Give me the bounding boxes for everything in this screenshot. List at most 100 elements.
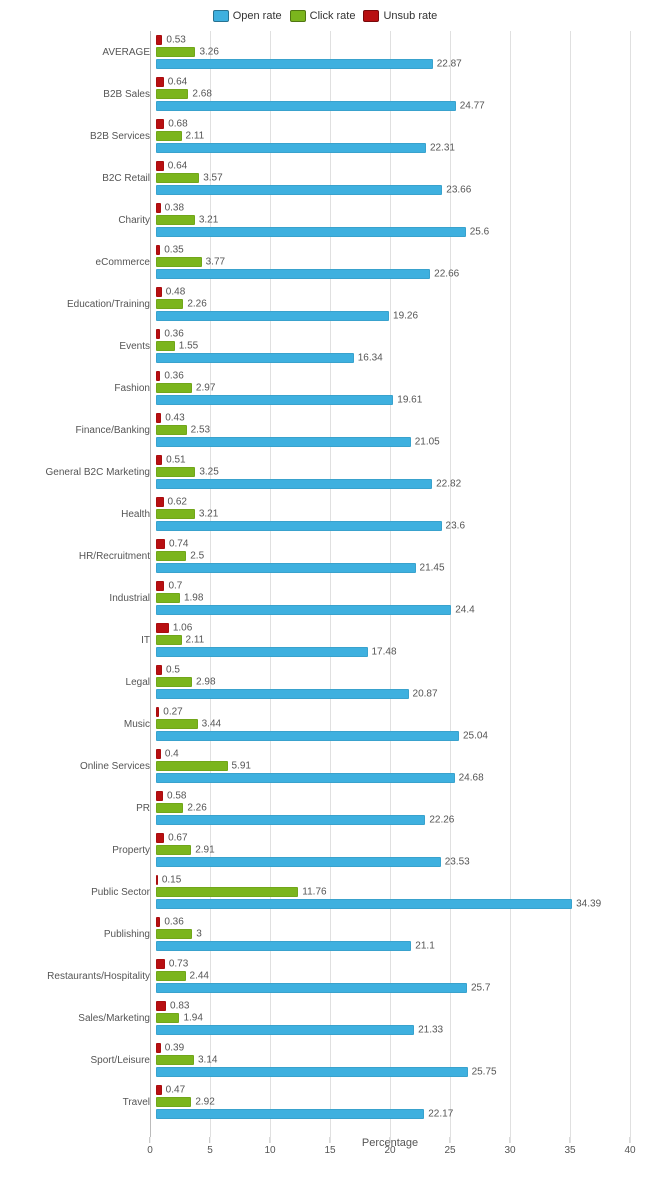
category-row: B2C Retail0.643.5723.66 [10,157,640,199]
bar-value-label: 25.6 [470,227,489,238]
bar-value-label: 21.05 [415,437,440,448]
bar-unsub-rate: 0.48 [156,287,162,297]
bar-value-label: 23.53 [445,857,470,868]
category-row: AVERAGE0.533.2622.87 [10,31,640,73]
bar-group: 0.623.2123.6 [156,493,640,535]
bar-value-label: 0.73 [169,959,188,970]
bar-open-rate: 22.82 [156,479,432,489]
bar-value-label: 3.21 [199,215,218,226]
bar-value-label: 0.43 [165,413,184,424]
bar-value-label: 24.68 [459,773,484,784]
bar-click-rate: 3.77 [156,257,202,267]
bar-unsub-rate: 0.58 [156,791,163,801]
bar-group: 0.472.9222.17 [156,1081,640,1123]
bar-value-label: 1.06 [173,623,192,634]
bar-value-label: 22.26 [429,815,454,826]
bar-click-rate: 5.91 [156,761,228,771]
bar-click-rate: 2.98 [156,677,192,687]
bar-value-label: 0.5 [166,665,180,676]
bar-value-label: 20.87 [413,689,438,700]
category-row: Music0.273.4425.04 [10,703,640,745]
category-label: Finance/Banking [10,425,156,436]
bar-value-label: 11.76 [302,887,326,898]
category-label: PR [10,803,156,814]
bar-group: 0.36321.1 [156,913,640,955]
bar-click-rate: 2.26 [156,803,183,813]
bar-value-label: 0.47 [166,1085,185,1096]
bar-unsub-rate: 0.36 [156,371,160,381]
bar-click-rate: 1.98 [156,593,180,603]
bar-value-label: 2.98 [196,677,215,688]
bar-unsub-rate: 0.68 [156,119,164,129]
category-row: PR0.58 2.26 22.26 [10,787,640,829]
bar-click-rate: 2.5 [156,551,186,561]
bar-group: 0.383.2125.6 [156,199,640,241]
x-tick: 30 [504,1137,515,1156]
bar-value-label: 0.64 [168,161,187,172]
bar-value-label: 23.66 [446,185,471,196]
bar-value-label: 0.7 [168,581,182,592]
x-tick: 40 [624,1137,635,1156]
bar-value-label: 2.53 [191,425,210,436]
bar-group: 0.742.521.45 [156,535,640,577]
category-label: Sport/Leisure [10,1055,156,1066]
category-row: Publishing0.36321.1 [10,913,640,955]
category-label: B2C Retail [10,173,156,184]
bar-unsub-rate: 0.74 [156,539,165,549]
bar-open-rate: 24.77 [156,101,456,111]
category-row: Online Services0.4 5.91 24.68 [10,745,640,787]
category-label: Travel [10,1097,156,1108]
bar-open-rate: 25.75 [156,1067,468,1077]
bar-value-label: 34.39 [576,899,601,910]
legend-item[interactable]: Open rate [213,10,282,22]
bar-unsub-rate: 1.06 [156,623,169,633]
bar-unsub-rate: 0.35 [156,245,160,255]
bar-value-label: 3.26 [199,47,218,58]
bar-click-rate: 2.11 [156,635,182,645]
bar-open-rate: 25.7 [156,983,467,993]
bar-click-rate: 1.55 [156,341,175,351]
bar-value-label: 21.45 [420,563,445,574]
bar-unsub-rate: 0.39 [156,1043,161,1053]
bar-value-label: 24.77 [460,101,485,112]
category-label: Restaurants/Hospitality [10,971,156,982]
bar-click-rate: 2.11 [156,131,182,141]
bar-unsub-rate: 0.53 [156,35,162,45]
category-label: HR/Recruitment [10,551,156,562]
bar-click-rate: 2.91 [156,845,191,855]
category-row: Events0.361.5516.34 [10,325,640,367]
bar-value-label: 16.34 [358,353,383,364]
legend-item[interactable]: Click rate [290,10,356,22]
bar-open-rate: 23.6 [156,521,442,531]
bar-value-label: 2.5 [190,551,204,562]
bar-open-rate: 21.05 [156,437,411,447]
bar-unsub-rate: 0.64 [156,161,164,171]
category-label: IT [10,635,156,646]
bar-group: 0.513.2522.82 [156,451,640,493]
category-label: Online Services [10,761,156,772]
x-tick: 25 [444,1137,455,1156]
bar-value-label: 0.35 [164,245,183,256]
legend-item[interactable]: Unsub rate [363,10,437,22]
bar-value-label: 0.53 [166,35,185,46]
bar-click-rate: 3.21 [156,215,195,225]
bar-value-label: 2.26 [187,803,206,814]
bar-unsub-rate: 0.4 [156,749,161,759]
bar-value-label: 0.83 [170,1001,189,1012]
bar-value-label: 3.57 [203,173,222,184]
bar-open-rate: 23.66 [156,185,442,195]
bar-value-label: 0.51 [166,455,185,466]
bar-open-rate: 21.45 [156,563,416,573]
category-row: Charity0.383.2125.6 [10,199,640,241]
bar-click-rate: 1.94 [156,1013,179,1023]
bar-open-rate: 21.33 [156,1025,414,1035]
category-label: Sales/Marketing [10,1013,156,1024]
category-row: IT1.062.1117.48 [10,619,640,661]
bar-value-label: 24.4 [455,605,474,616]
bar-unsub-rate: 0.7 [156,581,164,591]
bar-value-label: 2.91 [195,845,214,856]
bar-unsub-rate: 0.83 [156,1001,166,1011]
bar-value-label: 1.98 [184,593,203,604]
category-row: Finance/Banking0.432.5321.05 [10,409,640,451]
bar-open-rate: 22.17 [156,1109,424,1119]
